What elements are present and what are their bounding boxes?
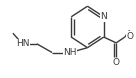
- Text: O: O: [113, 58, 120, 67]
- Text: O: O: [127, 32, 134, 41]
- Text: NH: NH: [64, 48, 77, 57]
- Text: N: N: [100, 12, 107, 21]
- Text: HN: HN: [16, 39, 29, 48]
